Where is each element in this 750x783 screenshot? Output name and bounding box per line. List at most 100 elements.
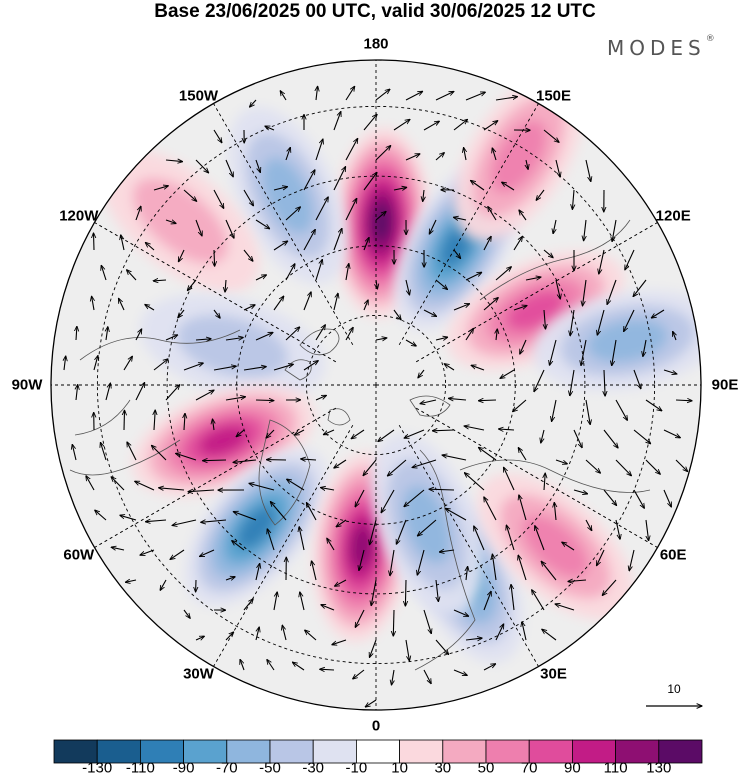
wind-arrow [663,489,671,507]
wind-arrow [195,219,202,236]
wind-arrow [213,129,222,143]
wind-arrow [465,328,473,341]
wind-arrow [303,230,315,251]
wind-arrow [303,170,315,191]
wind-arrow [363,238,369,251]
wind-arrow [483,298,498,311]
wind-arrow [249,483,275,491]
wind-arrow [213,189,224,208]
wind-arrow [152,445,167,461]
wind-arrow [273,592,277,611]
wind-arrow [550,339,557,365]
wind-arrow [280,91,287,101]
wind-arrow [555,604,575,611]
wind-arrow [160,579,167,590]
wind-arrow [273,364,293,371]
wind-arrow [145,243,155,251]
wind-arrow [285,327,300,341]
wind-arrow [184,413,185,431]
wind-arrow [353,669,365,679]
wind-arrow [518,448,527,461]
wind-arrow [355,609,365,627]
wind-arrow [471,365,485,371]
meridian [415,222,658,363]
wind-arrow [633,429,651,444]
wind-arrow [303,292,311,311]
wind-arrow [625,249,635,270]
wind-arrow [345,86,355,101]
wind-arrow [513,306,527,311]
wind-arrow [315,260,322,281]
wind-arrow [243,189,253,206]
wind-arrow [615,519,620,539]
wind-arrow [404,489,425,507]
wind-arrow [285,207,300,221]
wind-arrow [127,270,137,281]
wind-arrow [405,154,420,161]
wind-arrow [423,189,424,201]
wind-arrow [518,555,527,581]
wind-arrow [312,561,317,581]
wind-arrow [333,167,346,191]
wind-arrow [165,220,176,223]
wind-arrow [429,489,455,490]
wind-arrow [502,182,515,191]
wind-arrow [585,159,591,182]
wind-arrow [282,625,287,641]
wind-arrow [423,121,439,131]
wind-arrow [393,119,410,131]
wind-arrow [345,327,353,341]
wind-arrow [265,126,275,131]
wind-arrow [555,279,560,299]
wind-arrow [483,236,491,251]
wind-arrow [363,459,377,476]
wind-arrow [255,627,259,641]
wind-arrow [345,198,357,221]
colorbar-tick-label: 50 [477,759,495,777]
wind-arrow [570,309,575,336]
wind-arrow [178,309,185,318]
longitude-label: 60E [659,546,687,563]
wind-arrow [225,219,234,238]
wind-arrow [305,630,317,641]
wind-arrow [86,476,95,491]
wind-arrow [612,339,617,366]
wind-arrow [673,332,676,341]
wind-arrow [405,639,409,661]
wind-arrow [585,459,600,473]
wind-arrow [465,272,482,281]
wind-arrow [483,591,491,611]
wind-arrow [544,309,546,329]
wind-arrow [675,400,692,401]
wind-arrow [316,86,318,101]
wind-arrow [633,369,641,389]
wind-arrow [213,419,215,431]
colorbar-tick-label: 10 [391,759,408,777]
colorbar-tick-label: 30 [434,759,452,777]
anomaly-negative-12 [371,433,483,616]
wind-arrow [233,460,257,462]
wind-arrow [454,217,467,220]
wind-arrow [583,279,587,306]
wind-arrow [584,219,586,241]
wind-arrow [495,97,517,101]
wind-arrow [495,267,511,281]
wind-arrow [225,577,235,580]
wind-arrow [101,265,107,281]
wind-arrow [483,121,498,131]
meridian [94,222,337,363]
wind-arrow [135,383,145,401]
wind-arrow [633,279,647,297]
wind-arrow [375,212,386,221]
wind-arrow [359,549,365,571]
colorbar-tick-label: -30 [302,759,325,777]
longitude-label: 30W [183,665,214,683]
wind-arrow [585,519,592,531]
wind-arrow [135,329,142,341]
wind-arrow [106,327,108,341]
wind-arrow [526,159,528,169]
reference-vector-value: 10 [667,682,681,696]
wind-arrow [93,356,98,371]
meridian [398,103,539,346]
